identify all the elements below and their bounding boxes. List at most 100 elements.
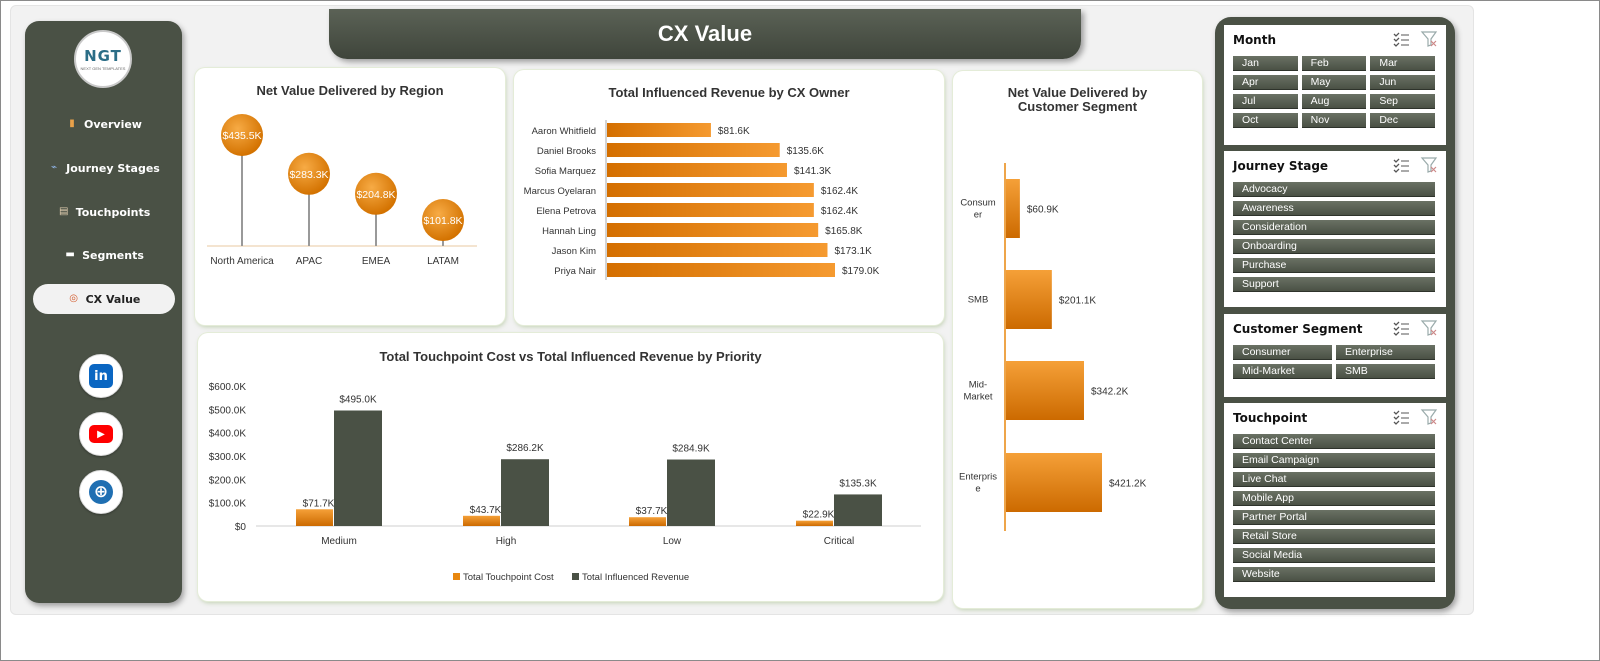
target-icon: ◎	[69, 293, 78, 304]
region-lollipop-point	[355, 172, 397, 215]
segment-category-label: Mid-	[969, 380, 987, 391]
owner-data-label: $165.8K	[825, 226, 863, 237]
website-button[interactable]: ⊕	[79, 470, 123, 514]
slicer-item[interactable]: Website	[1233, 567, 1435, 582]
multi-select-icon[interactable]	[1392, 319, 1410, 337]
slicer-month: Month Jan Feb Mar Apr May Jun Jul Aug Sep Oct Nov De…	[1224, 25, 1446, 145]
sidebar-item-segments[interactable]: ▬ Segments	[33, 240, 175, 270]
owner-data-label: $179.0K	[842, 266, 880, 277]
slicer-item[interactable]: Dec	[1370, 113, 1435, 128]
slicer-item[interactable]: Oct	[1233, 113, 1298, 128]
owner-category-label: Sofia Marquez	[535, 166, 597, 177]
priority-revenue-bar	[334, 410, 382, 526]
segment-chart: Consumer $60.9K SMB $201.1K Mid-Market $342.2…	[959, 163, 1147, 531]
linkedin-button[interactable]: in	[79, 354, 123, 398]
owner-chart-title: Total Influenced Revenue by CX Owner	[608, 85, 850, 100]
multi-select-icon[interactable]	[1392, 30, 1410, 48]
slicer-item[interactable]: Social Media	[1233, 548, 1435, 563]
sidebar-item-label: Journey Stages	[66, 161, 160, 175]
segment-bar	[1006, 270, 1052, 329]
multi-select-icon[interactable]	[1392, 156, 1410, 174]
priority-y-tick-label: $400.0K	[209, 429, 247, 440]
owner-bar	[607, 123, 711, 137]
slicer-item[interactable]: Nov	[1301, 113, 1367, 128]
priority-chart-title: Total Touchpoint Cost vs Total Influence…	[379, 349, 762, 364]
priority-revenue-bar	[667, 459, 715, 526]
slicer-item[interactable]: Apr	[1233, 75, 1298, 90]
priority-revenue-label: $495.0K	[339, 395, 377, 406]
priority-revenue-label: $284.9K	[672, 444, 710, 455]
slicer-toolbar	[1392, 30, 1438, 48]
segment-category-label: Market	[963, 392, 992, 403]
owner-bar	[607, 203, 814, 217]
multi-select-icon[interactable]	[1392, 408, 1410, 426]
segment-bar	[1006, 361, 1084, 420]
slicer-item[interactable]: Jan	[1233, 56, 1298, 71]
slicer-item[interactable]: May	[1301, 75, 1367, 90]
owner-bar	[607, 263, 835, 277]
segment-category-label: Enterpris	[959, 472, 997, 483]
region-chart: $435.5K North America $283.3K APAC $204.8K EM…	[207, 114, 477, 267]
slicer-item[interactable]: Consumer	[1233, 345, 1332, 360]
priority-category-label: Low	[663, 536, 682, 547]
sidebar-item-cx-value[interactable]: ◎ CX Value	[33, 284, 175, 314]
slicer-item[interactable]: Live Chat	[1233, 472, 1435, 487]
segment-bar	[1006, 179, 1020, 238]
owner-data-label: $173.1K	[834, 246, 872, 257]
slicer-item[interactable]: SMB	[1336, 364, 1435, 379]
legend-label: Total Touchpoint Cost	[463, 572, 554, 583]
owner-data-label: $141.3K	[794, 166, 832, 177]
slicer-item[interactable]: Advocacy	[1233, 182, 1435, 197]
slicer-item[interactable]: Support	[1233, 277, 1435, 292]
owner-category-label: Daniel Brooks	[537, 146, 596, 157]
segment-category-label: e	[975, 484, 980, 495]
priority-y-tick-label: $100.0K	[209, 499, 247, 510]
clear-filter-icon[interactable]	[1420, 408, 1438, 426]
slicer-item[interactable]: Aug	[1301, 94, 1367, 109]
owner-category-label: Elena Petrova	[536, 206, 596, 217]
slicer-toolbar	[1392, 156, 1438, 174]
website-icon: ⊕	[89, 480, 113, 504]
slicer-item[interactable]: Onboarding	[1233, 239, 1435, 254]
slicer-item[interactable]: Partner Portal	[1233, 510, 1435, 525]
region-chart-title: Net Value Delivered by Region	[256, 83, 444, 98]
owner-category-label: Hannah Ling	[542, 226, 596, 237]
page-title: CX Value	[657, 21, 753, 46]
clear-filter-icon[interactable]	[1420, 156, 1438, 174]
slicer-item[interactable]: Sep	[1370, 94, 1435, 109]
legend-swatch	[453, 573, 460, 580]
priority-revenue-bar	[834, 494, 882, 526]
slicer-item[interactable]: Jul	[1233, 94, 1298, 109]
priority-cost-label: $37.7K	[636, 506, 668, 517]
slicer-item[interactable]: Retail Store	[1233, 529, 1435, 544]
sidebar-item-journey-stages[interactable]: ⌁ Journey Stages	[33, 153, 175, 183]
slicer-item[interactable]: Email Campaign	[1233, 453, 1435, 468]
region-category-label: APAC	[296, 256, 323, 267]
owner-bar	[607, 163, 787, 177]
slicer-item[interactable]: Mid-Market	[1233, 364, 1332, 379]
slicer-item[interactable]: Contact Center	[1233, 434, 1435, 449]
slicer-item[interactable]: Awareness	[1233, 201, 1435, 216]
slicer-item[interactable]: Consideration	[1233, 220, 1435, 235]
slicer-item[interactable]: Enterprise	[1336, 345, 1435, 360]
segment-chart-card: Net Value Delivered by Customer Segment …	[953, 71, 1202, 608]
slicer-item[interactable]: Mar	[1370, 56, 1435, 71]
region-data-label: $435.5K	[222, 130, 261, 142]
priority-category-label: Medium	[321, 536, 357, 547]
priority-chart-card: Total Touchpoint Cost vs Total Influence…	[198, 333, 943, 601]
clear-filter-icon[interactable]	[1420, 319, 1438, 337]
segment-chart-title: Net Value Delivered by Customer Segment	[953, 86, 1202, 114]
slicer-item[interactable]: Mobile App	[1233, 491, 1435, 506]
slicer-item[interactable]: Feb	[1301, 56, 1367, 71]
sidebar-item-touchpoints[interactable]: ▤ Touchpoints	[33, 197, 175, 227]
owner-category-label: Marcus Oyelaran	[524, 186, 596, 197]
priority-category-label: High	[496, 536, 517, 547]
segment-category-label: er	[974, 210, 982, 221]
youtube-button[interactable]: ▶	[79, 412, 123, 456]
slicer-item[interactable]: Purchase	[1233, 258, 1435, 273]
slicer-item[interactable]: Jun	[1370, 75, 1435, 90]
sidebar-item-overview[interactable]: ▮ Overview	[33, 109, 175, 139]
owner-data-label: $135.6K	[787, 146, 825, 157]
clear-filter-icon[interactable]	[1420, 30, 1438, 48]
